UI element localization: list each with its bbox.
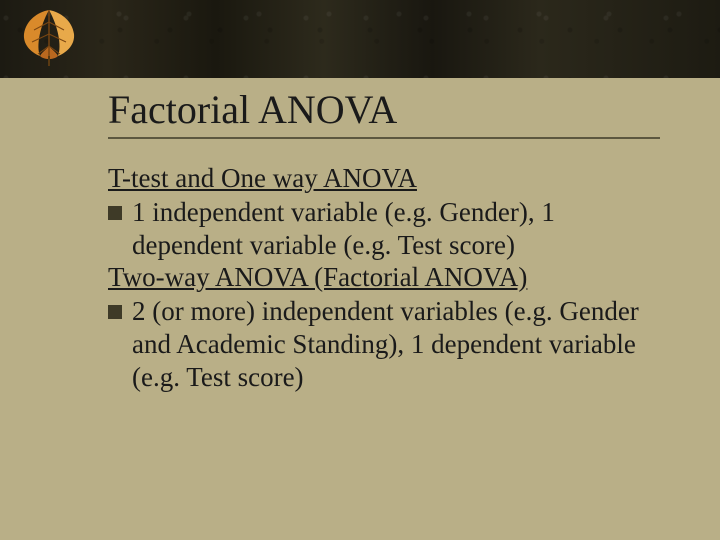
content-area: Factorial ANOVA T-test and One way ANOVA… [108, 78, 660, 394]
bullet-item: 2 (or more) independent variables (e.g. … [108, 295, 660, 394]
square-bullet-icon [108, 305, 122, 319]
bullet-text: 2 (or more) independent variables (e.g. … [132, 295, 660, 394]
bullet-text: 1 independent variable (e.g. Gender), 1 … [132, 196, 660, 262]
section-heading: T-test and One way ANOVA [108, 163, 660, 194]
section-heading: Two-way ANOVA (Factorial ANOVA) [108, 262, 660, 293]
title-underline [108, 137, 660, 139]
slide: Factorial ANOVA T-test and One way ANOVA… [0, 0, 720, 540]
square-bullet-icon [108, 206, 122, 220]
slide-title: Factorial ANOVA [108, 86, 660, 133]
section-2: Two-way ANOVA (Factorial ANOVA) 2 (or mo… [108, 262, 660, 394]
bullet-item: 1 independent variable (e.g. Gender), 1 … [108, 196, 660, 262]
leaf-icon [16, 6, 82, 68]
section-1: T-test and One way ANOVA 1 independent v… [108, 163, 660, 262]
top-texture-band [0, 0, 720, 78]
